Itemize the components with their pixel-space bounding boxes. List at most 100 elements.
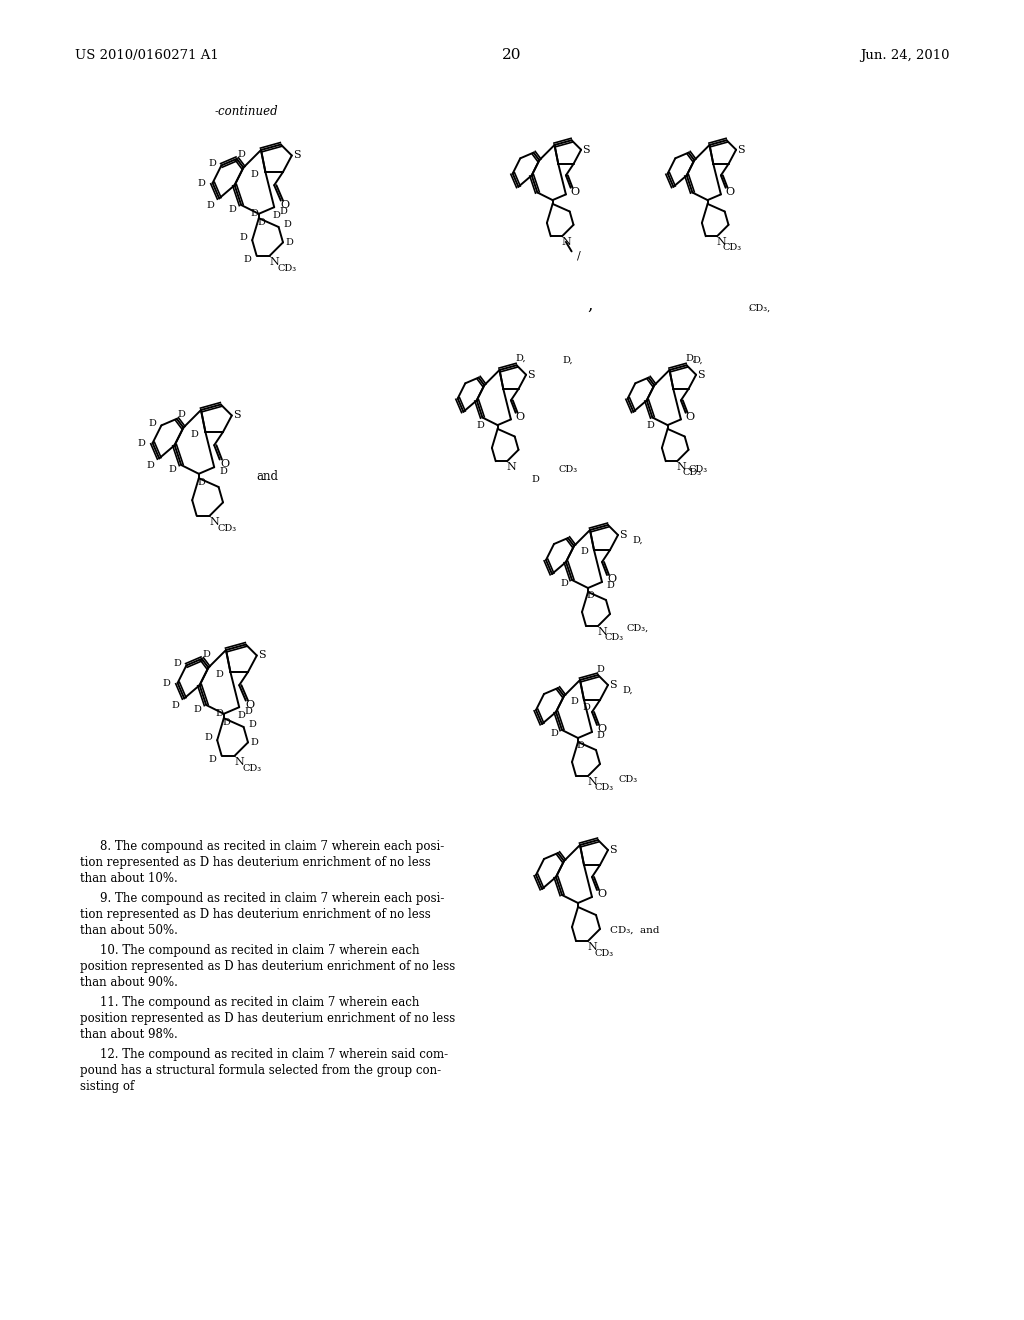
Text: D: D xyxy=(596,731,604,741)
Text: -continued: -continued xyxy=(215,106,279,117)
Text: D: D xyxy=(586,591,594,601)
Text: CD₃: CD₃ xyxy=(243,764,262,774)
Text: CD₃: CD₃ xyxy=(688,466,708,474)
Text: D: D xyxy=(577,742,584,751)
Text: D: D xyxy=(596,664,604,673)
Text: D: D xyxy=(219,467,227,477)
Text: ,: , xyxy=(749,300,752,310)
Text: D: D xyxy=(146,461,155,470)
Text: CD₃: CD₃ xyxy=(604,634,624,643)
Text: O: O xyxy=(281,201,290,210)
Text: N: N xyxy=(716,236,726,247)
Text: D: D xyxy=(272,211,281,220)
Text: O: O xyxy=(246,700,255,710)
Text: O: O xyxy=(726,186,735,197)
Text: D: D xyxy=(171,701,179,710)
Text: N: N xyxy=(209,517,219,527)
Text: D,: D, xyxy=(623,685,633,694)
Text: 10. The compound as recited in claim 7 wherein each: 10. The compound as recited in claim 7 w… xyxy=(100,944,420,957)
Text: D: D xyxy=(531,475,539,484)
Text: D,: D, xyxy=(692,355,703,364)
Text: D: D xyxy=(257,218,265,227)
Text: D: D xyxy=(137,438,145,447)
Text: D: D xyxy=(251,210,258,218)
Text: N: N xyxy=(561,236,570,247)
Text: 20: 20 xyxy=(502,48,522,62)
Text: O: O xyxy=(607,574,616,583)
Text: S: S xyxy=(258,651,266,660)
Text: 11. The compound as recited in claim 7 wherein each: 11. The compound as recited in claim 7 w… xyxy=(100,997,420,1008)
Text: N: N xyxy=(587,942,597,952)
Text: S: S xyxy=(697,370,705,380)
Text: D: D xyxy=(203,649,210,659)
Text: D: D xyxy=(286,238,294,247)
Text: D: D xyxy=(163,678,171,688)
Text: D: D xyxy=(550,730,558,738)
Text: CD₃: CD₃ xyxy=(595,784,613,792)
Text: N: N xyxy=(506,462,516,471)
Text: CD₃: CD₃ xyxy=(558,466,578,474)
Text: D: D xyxy=(198,178,206,187)
Text: D: D xyxy=(476,421,484,429)
Text: D: D xyxy=(606,582,614,590)
Text: D: D xyxy=(560,579,568,589)
Text: O: O xyxy=(516,412,525,421)
Text: D: D xyxy=(582,704,590,713)
Text: D: D xyxy=(215,669,223,678)
Text: D: D xyxy=(646,421,654,429)
Text: D: D xyxy=(244,708,252,715)
Text: D,: D, xyxy=(633,536,643,544)
Text: D: D xyxy=(197,478,205,487)
Text: D: D xyxy=(207,201,214,210)
Text: D,: D, xyxy=(515,354,525,363)
Text: O: O xyxy=(570,186,580,197)
Text: D: D xyxy=(251,170,258,178)
Text: US 2010/0160271 A1: US 2010/0160271 A1 xyxy=(75,49,219,62)
Text: CD₃: CD₃ xyxy=(683,469,701,477)
Text: D: D xyxy=(238,150,245,158)
Text: S: S xyxy=(609,680,616,690)
Text: D: D xyxy=(215,709,223,718)
Text: than about 90%.: than about 90%. xyxy=(80,975,178,989)
Text: D: D xyxy=(209,755,217,764)
Text: position represented as D has deuterium enrichment of no less: position represented as D has deuterium … xyxy=(80,960,456,973)
Text: S: S xyxy=(294,150,301,161)
Text: D: D xyxy=(249,721,256,729)
Text: D,: D, xyxy=(562,355,573,364)
Text: D: D xyxy=(205,734,212,742)
Text: N: N xyxy=(597,627,607,638)
Text: O: O xyxy=(220,459,229,469)
Text: S: S xyxy=(582,145,590,154)
Text: O: O xyxy=(597,888,606,899)
Text: sisting of: sisting of xyxy=(80,1080,134,1093)
Text: D: D xyxy=(280,207,287,216)
Text: S: S xyxy=(737,145,744,154)
Text: CD₃: CD₃ xyxy=(595,949,613,957)
Text: pound has a structural formula selected from the group con-: pound has a structural formula selected … xyxy=(80,1064,441,1077)
Text: O: O xyxy=(597,723,606,734)
Text: D: D xyxy=(209,158,216,168)
Text: CD₃: CD₃ xyxy=(618,776,638,784)
Text: D: D xyxy=(194,705,202,714)
Text: O: O xyxy=(686,412,695,421)
Text: position represented as D has deuterium enrichment of no less: position represented as D has deuterium … xyxy=(80,1012,456,1026)
Text: D: D xyxy=(177,411,185,418)
Text: D: D xyxy=(190,430,199,438)
Text: D: D xyxy=(284,220,292,230)
Text: N: N xyxy=(234,758,244,767)
Text: CD₃: CD₃ xyxy=(723,243,741,252)
Text: CD₃: CD₃ xyxy=(218,524,237,533)
Text: tion represented as D has deuterium enrichment of no less: tion represented as D has deuterium enri… xyxy=(80,855,431,869)
Text: N: N xyxy=(269,257,280,267)
Text: D: D xyxy=(570,697,578,706)
Text: Jun. 24, 2010: Jun. 24, 2010 xyxy=(860,49,950,62)
Text: than about 50%.: than about 50%. xyxy=(80,924,178,937)
Text: D: D xyxy=(580,548,588,557)
Text: and: and xyxy=(256,470,278,483)
Text: D: D xyxy=(148,418,157,428)
Text: N: N xyxy=(587,777,597,787)
Text: 8. The compound as recited in claim 7 wherein each posi-: 8. The compound as recited in claim 7 wh… xyxy=(100,840,444,853)
Text: than about 98%.: than about 98%. xyxy=(80,1028,178,1041)
Text: D: D xyxy=(238,711,246,721)
Text: CD₃,: CD₃, xyxy=(627,623,649,632)
